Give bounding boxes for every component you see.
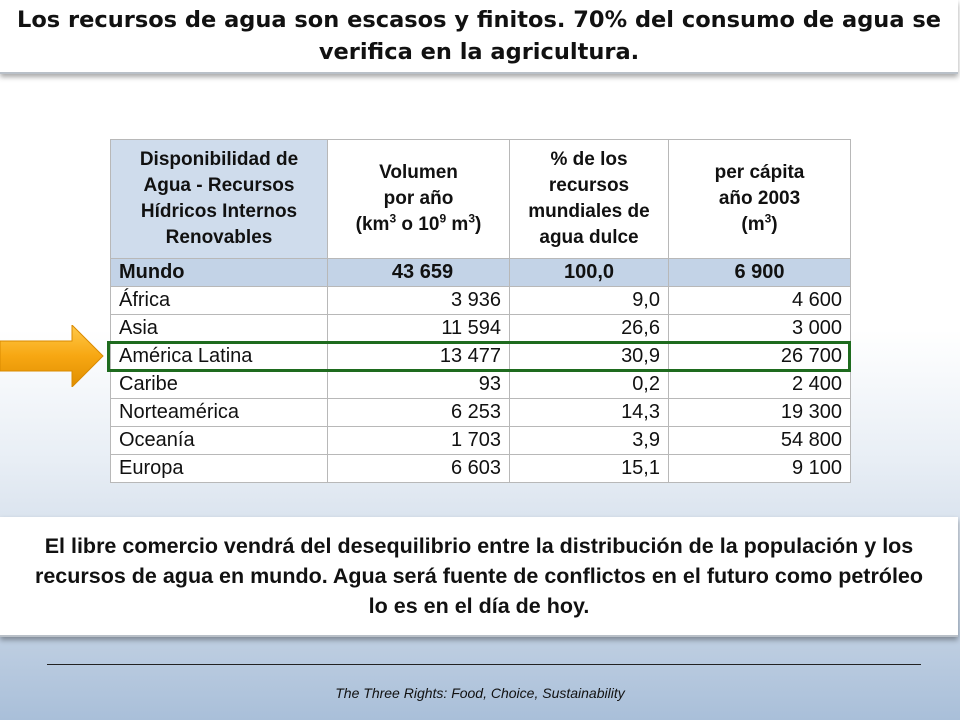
row-name: África	[110, 286, 328, 315]
row-name: Norteamérica	[110, 398, 328, 427]
header-per-capita: per cápita año 2003 (m3)	[668, 139, 851, 259]
row-per-capita: 9 100	[668, 454, 851, 483]
table-row: Norteamérica 6 253 14,3 19 300	[110, 398, 851, 427]
table-row: África 3 936 9,0 4 600	[110, 286, 851, 315]
row-volume: 6 603	[327, 454, 510, 483]
row-per-capita: 54 800	[668, 426, 851, 455]
table-row: Oceanía 1 703 3,9 54 800	[110, 426, 851, 455]
row-per-capita: 19 300	[668, 398, 851, 427]
row-per-capita: 6 900	[668, 258, 851, 287]
row-volume: 93	[327, 370, 510, 399]
footer-divider	[47, 664, 921, 665]
table-row-highlighted: América Latina 13 477 30,9 26 700	[110, 342, 851, 371]
row-name: América Latina	[110, 342, 328, 371]
row-volume: 11 594	[327, 314, 510, 343]
title-box: Los recursos de agua son escasos y finit…	[0, 0, 958, 74]
highlight-box	[107, 341, 851, 372]
row-per-capita: 3 000	[668, 314, 851, 343]
row-name: Asia	[110, 314, 328, 343]
row-name: Caribe	[110, 370, 328, 399]
table-row: Europa 6 603 15,1 9 100	[110, 454, 851, 483]
header-volume: Volumen por año (km3 o 109 m3)	[327, 139, 510, 259]
row-percent: 26,6	[509, 314, 669, 343]
row-percent: 100,0	[509, 258, 669, 287]
row-name: Mundo	[110, 258, 328, 287]
right-arrow-icon	[0, 325, 104, 387]
row-volume: 1 703	[327, 426, 510, 455]
row-volume: 43 659	[327, 258, 510, 287]
water-resources-table: Disponibilidad de Agua - Recursos Hídric…	[110, 139, 851, 483]
table-row-world: Mundo 43 659 100,0 6 900	[110, 258, 851, 287]
bottom-text: El libre comercio vendrá del desequilibr…	[34, 534, 924, 618]
header-per-capita-unit: (m3)	[741, 211, 778, 235]
header-per-capita-line2: año 2003	[718, 188, 801, 209]
row-per-capita: 4 600	[668, 286, 851, 315]
table-header-row: Disponibilidad de Agua - Recursos Hídric…	[110, 139, 851, 259]
slide-title: Los recursos de agua son escasos y finit…	[16, 7, 941, 65]
row-volume: 6 253	[327, 398, 510, 427]
header-volume-line1: Volumen	[379, 162, 458, 183]
row-name: Oceanía	[110, 426, 328, 455]
row-percent: 0,2	[509, 370, 669, 399]
row-per-capita: 2 400	[668, 370, 851, 399]
header-availability: Disponibilidad de Agua - Recursos Hídric…	[110, 139, 328, 259]
row-percent: 15,1	[509, 454, 669, 483]
row-percent: 3,9	[509, 426, 669, 455]
row-volume: 3 936	[327, 286, 510, 315]
row-percent: 14,3	[509, 398, 669, 427]
footer-text: The Three Rights: Food, Choice, Sustaina…	[335, 685, 625, 701]
table-row: Caribe 93 0,2 2 400	[110, 370, 851, 399]
row-name: Europa	[110, 454, 328, 483]
row-percent: 9,0	[509, 286, 669, 315]
header-volume-unit: (km3 o 109 m3)	[355, 211, 482, 235]
bottom-text-box: El libre comercio vendrá del desequilibr…	[0, 517, 958, 637]
table-row: Asia 11 594 26,6 3 000	[110, 314, 851, 343]
header-volume-line2: por año	[383, 188, 454, 209]
header-per-capita-line1: per cápita	[714, 162, 805, 183]
header-percent: % de los recursos mundiales de agua dulc…	[509, 139, 669, 259]
